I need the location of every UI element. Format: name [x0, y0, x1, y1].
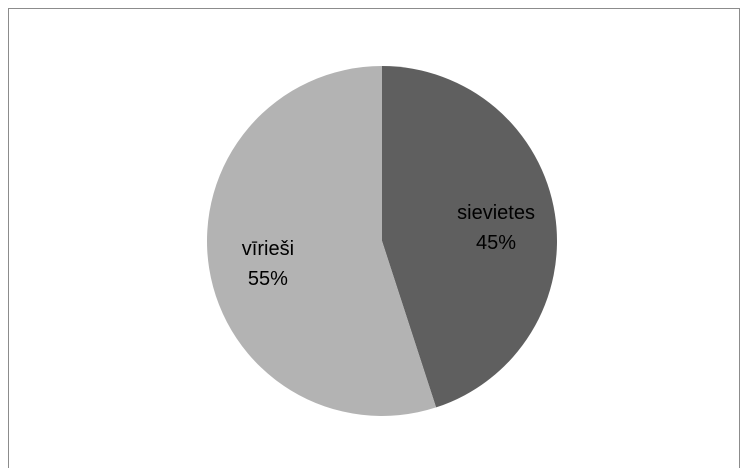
slice-percent-label: 55% [248, 268, 288, 290]
slice-percent-label: 45% [476, 232, 516, 254]
pie-slice-1 [382, 66, 557, 408]
slice-category-label: sievietes [457, 202, 535, 224]
slice-category-label: vīrieši [242, 238, 294, 260]
pie-slice-2 [206, 66, 437, 417]
